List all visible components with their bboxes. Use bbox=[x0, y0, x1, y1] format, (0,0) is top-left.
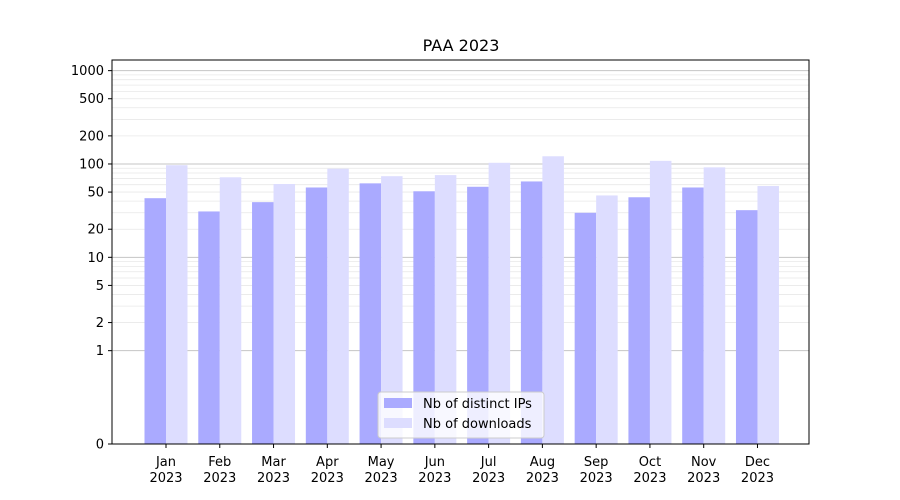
bar-downloads-jan bbox=[166, 165, 188, 445]
bars bbox=[144, 156, 779, 445]
bar-downloads-nov bbox=[703, 167, 726, 444]
bar-downloads-apr bbox=[327, 168, 349, 444]
x-tick-label-month: Jun bbox=[424, 455, 445, 470]
x-tick-label-month: Nov bbox=[691, 455, 717, 470]
x-tick-label-month: Sep bbox=[584, 455, 609, 470]
bar-downloads-jul bbox=[488, 162, 511, 445]
bar-distinct-ips-aug bbox=[520, 181, 543, 444]
bar-downloads-aug bbox=[542, 156, 564, 444]
legend-swatch bbox=[384, 398, 412, 408]
x-tick-label-month: Mar bbox=[261, 455, 286, 470]
y-tick-label: 1 bbox=[96, 344, 104, 359]
x-tick-label-month: Dec bbox=[745, 455, 770, 470]
x-tick-label-year: 2023 bbox=[365, 471, 398, 486]
bar-downloads-mar bbox=[273, 184, 296, 444]
bar-downloads-dec bbox=[757, 186, 779, 444]
bar-distinct-ips-may bbox=[359, 183, 382, 444]
x-axis: Jan2023Feb2023Mar2023Apr2023May2023Jun20… bbox=[149, 444, 774, 486]
x-tick-label-year: 2023 bbox=[687, 471, 720, 486]
x-tick-label-month: May bbox=[368, 455, 395, 470]
x-tick-label-month: Aug bbox=[530, 455, 555, 470]
x-tick-label-year: 2023 bbox=[580, 471, 613, 486]
bar-distinct-ips-jan bbox=[144, 198, 166, 444]
legend: Nb of distinct IPs Nb of downloads bbox=[377, 391, 545, 439]
y-tick-label: 1000 bbox=[71, 64, 104, 79]
bar-distinct-ips-jul bbox=[467, 186, 489, 444]
x-tick-label-month: Feb bbox=[208, 455, 231, 470]
x-tick-label-year: 2023 bbox=[526, 471, 559, 486]
bar-distinct-ips-jun bbox=[413, 191, 435, 444]
bar-distinct-ips-oct bbox=[628, 197, 650, 444]
x-tick-label-month: Apr bbox=[316, 455, 339, 470]
plot-frame bbox=[111, 59, 810, 445]
bar-distinct-ips-nov bbox=[682, 187, 704, 444]
legend-label: Nb of distinct IPs bbox=[423, 397, 532, 412]
bar-downloads-may bbox=[381, 176, 403, 445]
y-tick-label: 20 bbox=[87, 223, 104, 238]
x-tick-label-month: Jul bbox=[480, 455, 497, 470]
x-tick-label-year: 2023 bbox=[311, 471, 344, 486]
bar-downloads-jun bbox=[434, 175, 457, 444]
y-tick-label: 2 bbox=[96, 316, 104, 331]
x-tick-label-month: Oct bbox=[639, 455, 661, 470]
chart-title: PAA 2023 bbox=[423, 36, 500, 55]
x-tick-label-year: 2023 bbox=[472, 471, 505, 486]
x-tick-label-year: 2023 bbox=[203, 471, 236, 486]
x-tick-label-month: Jan bbox=[155, 455, 176, 470]
legend-box bbox=[377, 391, 545, 439]
x-tick-label-year: 2023 bbox=[741, 471, 774, 486]
x-tick-label-year: 2023 bbox=[257, 471, 290, 486]
y-tick-label: 10 bbox=[87, 251, 104, 266]
x-tick-label-year: 2023 bbox=[418, 471, 451, 486]
legend-swatch bbox=[384, 418, 412, 428]
y-tick-label: 100 bbox=[79, 157, 104, 172]
y-tick-label: 0 bbox=[96, 438, 104, 453]
y-tick-label: 50 bbox=[87, 186, 104, 201]
bar-downloads-feb bbox=[219, 177, 242, 444]
bar-distinct-ips-feb bbox=[198, 211, 220, 444]
y-tick-label: 500 bbox=[79, 92, 104, 107]
legend-label: Nb of downloads bbox=[423, 417, 532, 432]
bar-distinct-ips-apr bbox=[305, 187, 328, 444]
y-axis: 0 1 2 5 10 20 50 100 200 500 1000 bbox=[71, 64, 112, 453]
bar-downloads-sep bbox=[596, 195, 618, 444]
bar-distinct-ips-mar bbox=[252, 202, 274, 444]
x-tick-label-year: 2023 bbox=[149, 471, 182, 486]
bar-downloads-oct bbox=[649, 160, 672, 445]
bar-distinct-ips-dec bbox=[735, 210, 758, 444]
x-tick-label-year: 2023 bbox=[633, 471, 666, 486]
bar-distinct-ips-sep bbox=[574, 212, 597, 444]
y-tick-label: 200 bbox=[79, 129, 104, 144]
y-tick-label: 5 bbox=[96, 279, 104, 294]
